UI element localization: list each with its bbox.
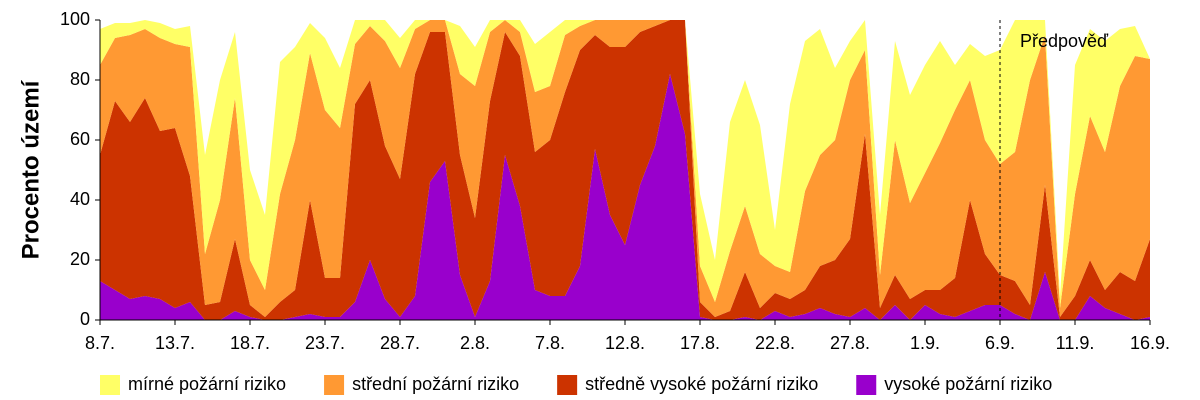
x-tick-label: 23.7. — [305, 333, 345, 353]
x-tick-label: 13.7. — [155, 333, 195, 353]
x-tick-label: 22.8. — [755, 333, 795, 353]
legend-label: střední požární riziko — [352, 374, 519, 394]
x-tick-label: 18.7. — [230, 333, 270, 353]
y-tick-label: 0 — [80, 309, 90, 329]
x-tick-label: 17.8. — [680, 333, 720, 353]
x-tick-label: 27.8. — [830, 333, 870, 353]
legend-swatch — [557, 375, 578, 395]
y-tick-label: 20 — [70, 249, 90, 269]
y-tick-label: 80 — [70, 69, 90, 89]
legend-swatch — [324, 375, 345, 395]
y-axis-title: Procento území — [17, 79, 44, 259]
legend-label: vysoké požární riziko — [884, 374, 1052, 394]
legend-label: středně vysoké požární riziko — [585, 374, 818, 394]
x-tick-label: 8.7. — [85, 333, 115, 353]
x-tick-label: 16.9. — [1130, 333, 1170, 353]
x-tick-label: 12.8. — [605, 333, 645, 353]
x-tick-label: 7.8. — [535, 333, 565, 353]
legend-label: mírné požární riziko — [128, 374, 286, 394]
y-tick-label: 60 — [70, 129, 90, 149]
x-tick-label: 28.7. — [380, 333, 420, 353]
area — [100, 20, 1150, 317]
legend-swatch — [856, 375, 877, 395]
legend-swatch — [100, 375, 120, 395]
y-tick-label: 100 — [60, 9, 90, 29]
area — [100, 20, 1150, 320]
x-tick-label: 6.9. — [985, 333, 1015, 353]
x-tick-label: 11.9. — [1056, 333, 1095, 353]
x-tick-label: 1.9. — [910, 333, 940, 353]
annotation: Předpověď — [1020, 31, 1109, 51]
y-tick-label: 40 — [70, 189, 90, 209]
x-tick-label: 2.8. — [460, 333, 490, 353]
area — [100, 74, 1150, 320]
